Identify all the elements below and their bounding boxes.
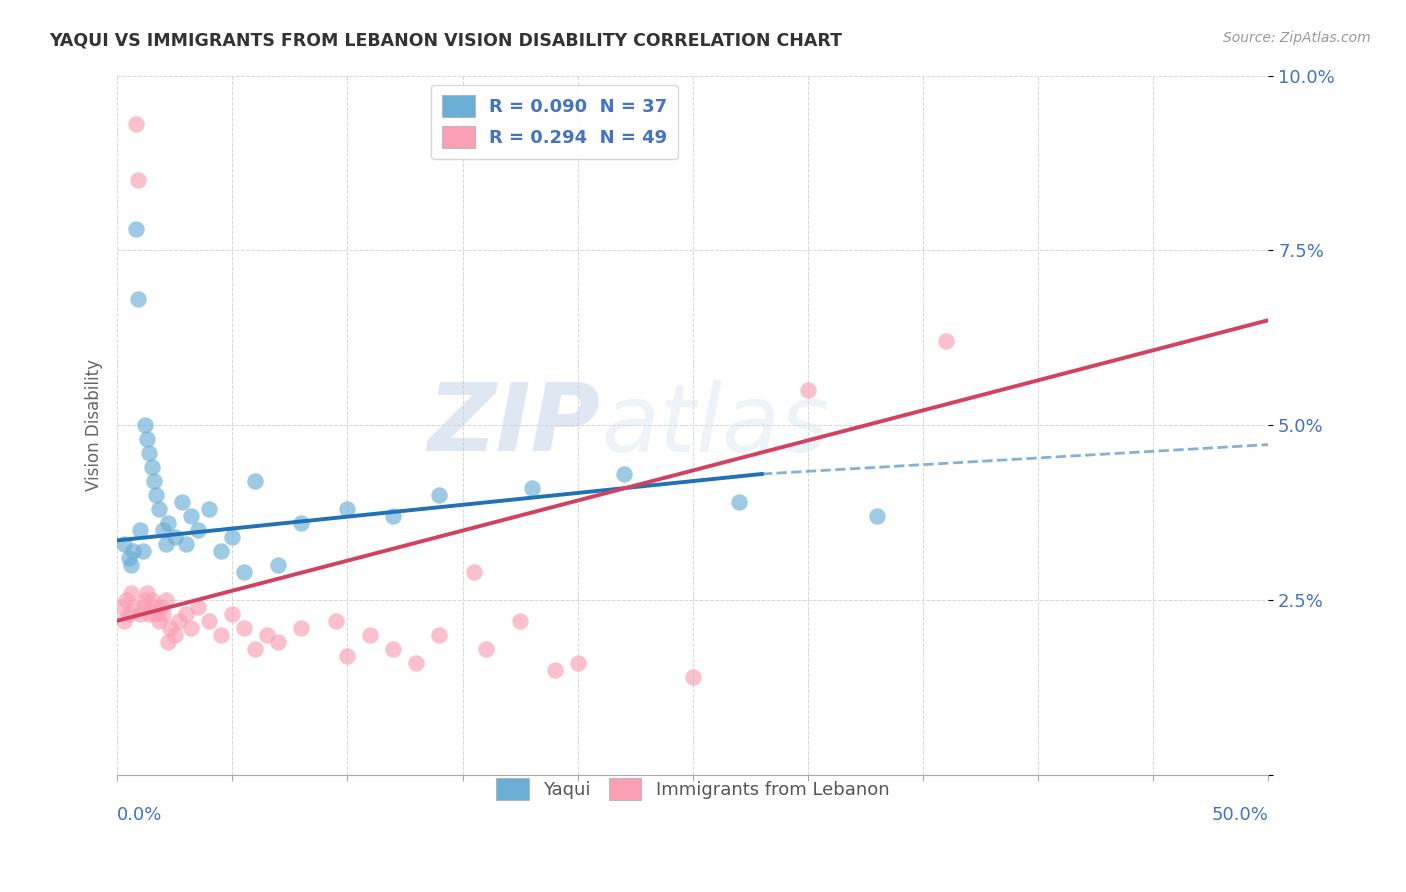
Point [127,292,149,306]
Point [169,614,191,628]
Point [156,634,179,648]
Point [163,628,186,642]
Point [325,614,347,628]
Point [118,550,141,565]
Point [124,222,146,236]
Point [245,641,267,656]
Point [866,508,889,523]
Point [112,614,135,628]
Point [122,544,145,558]
Point [359,628,381,642]
Point [145,607,167,621]
Point [149,599,172,614]
Text: atlas: atlas [600,380,830,471]
Point [159,621,181,635]
Point [187,523,209,537]
Text: YAQUI VS IMMIGRANTS FROM LEBANON VISION DISABILITY CORRELATION CHART: YAQUI VS IMMIGRANTS FROM LEBANON VISION … [49,31,842,49]
Point [382,508,405,523]
Point [509,614,531,628]
Point [336,502,359,516]
Point [131,544,153,558]
Point [198,614,221,628]
Point [290,621,312,635]
Point [232,565,254,579]
Point [429,488,451,502]
Text: Source: ZipAtlas.com: Source: ZipAtlas.com [1223,31,1371,45]
Point [134,592,156,607]
Point [143,474,166,488]
Point [382,641,405,656]
Point [180,621,202,635]
Point [138,607,160,621]
Point [290,516,312,530]
Point [170,495,193,509]
Point [797,383,820,397]
Legend: Yaqui, Immigrants from Lebanon: Yaqui, Immigrants from Lebanon [489,771,897,807]
Point [163,530,186,544]
Point [155,592,177,607]
Text: 50.0%: 50.0% [1212,806,1268,824]
Point [136,432,159,446]
Point [174,537,197,551]
Point [111,599,134,614]
Text: ZIP: ZIP [427,379,600,471]
Point [221,607,243,621]
Point [155,537,177,551]
Point [122,599,145,614]
Point [152,523,174,537]
Point [143,599,166,614]
Point [115,592,138,607]
Point [112,537,135,551]
Point [336,648,359,663]
Point [543,663,565,677]
Point [187,599,209,614]
Point [209,628,232,642]
Point [141,592,163,607]
Point [613,467,636,481]
Point [141,460,163,475]
Point [148,614,170,628]
Point [209,544,232,558]
Point [429,628,451,642]
Point [124,118,146,132]
Point [129,607,152,621]
Point [120,558,142,572]
Point [405,656,427,670]
Point [935,334,957,348]
Point [156,516,179,530]
Point [256,628,278,642]
Point [267,634,290,648]
Point [136,586,159,600]
Point [474,641,496,656]
Point [148,502,170,516]
Text: 0.0%: 0.0% [117,806,163,824]
Point [232,621,254,635]
Point [127,173,149,187]
Point [567,656,589,670]
Point [152,607,174,621]
Point [174,607,197,621]
Point [198,502,221,516]
Y-axis label: Vision Disability: Vision Disability [86,359,103,491]
Point [727,495,749,509]
Point [120,586,142,600]
Point [129,523,152,537]
Point [118,607,141,621]
Point [267,558,290,572]
Point [138,446,160,460]
Point [145,488,167,502]
Point [245,474,267,488]
Point [131,599,153,614]
Point [682,670,704,684]
Point [221,530,243,544]
Point [463,565,485,579]
Point [180,508,202,523]
Point [520,481,543,495]
Point [134,418,156,433]
